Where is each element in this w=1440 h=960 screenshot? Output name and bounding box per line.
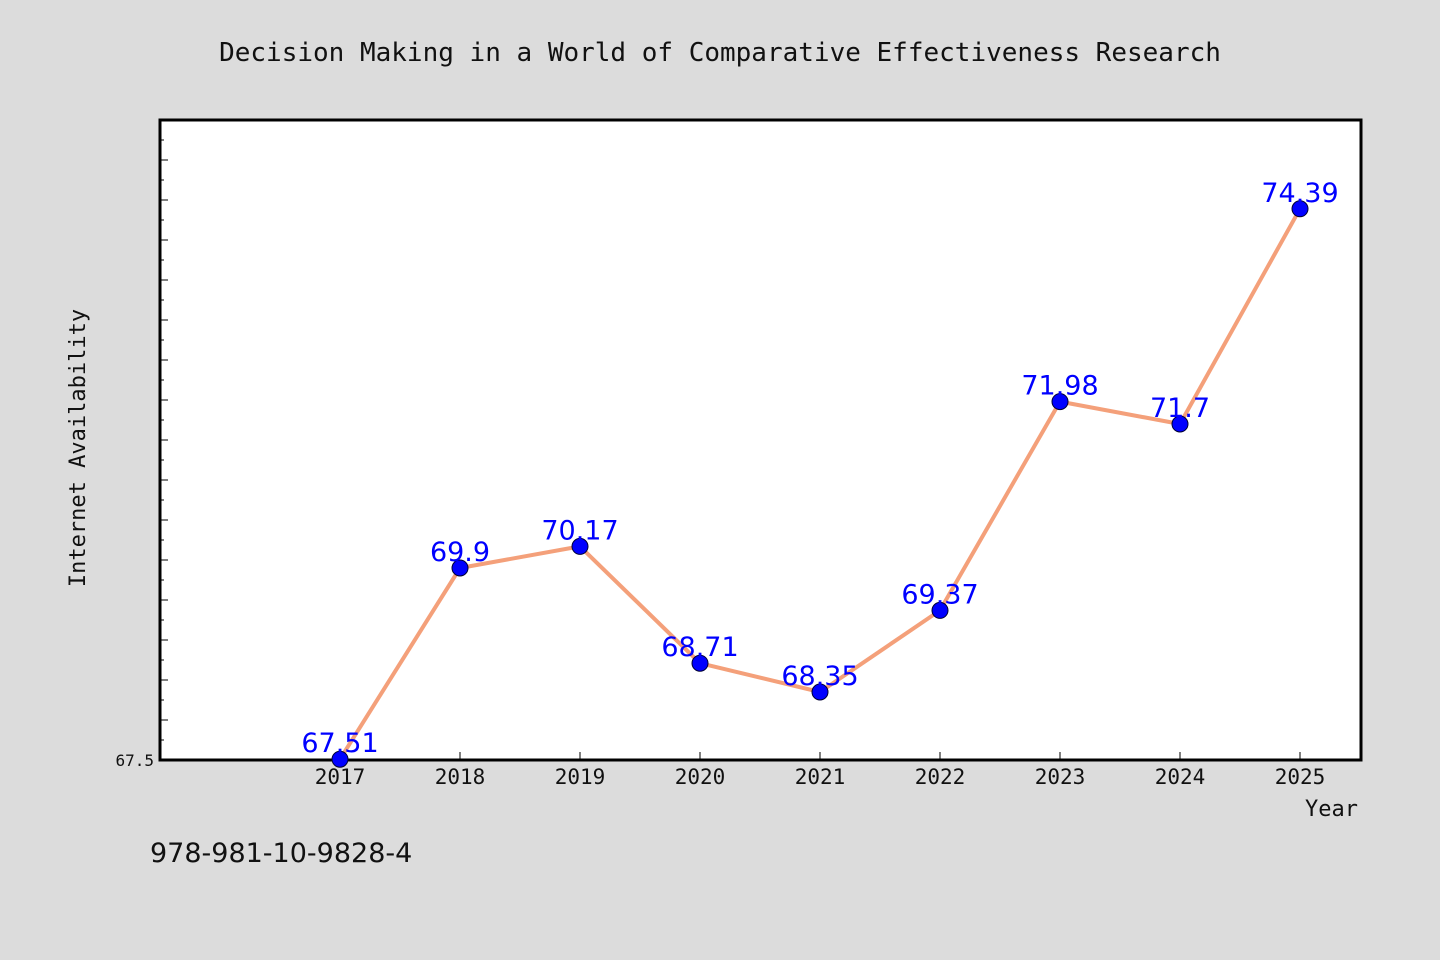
data-label: 74.39	[1261, 178, 1338, 209]
data-label: 70.17	[541, 515, 618, 546]
data-label: 69.9	[430, 537, 490, 568]
data-label: 71.98	[1021, 371, 1098, 402]
data-point	[691, 654, 709, 672]
data-point	[331, 750, 349, 768]
data-label: 68.35	[781, 661, 858, 692]
x-tick-label: 2018	[435, 765, 486, 789]
footnote: 978-981-10-9828-4	[150, 838, 412, 869]
data-point	[451, 559, 469, 577]
chart-title: Decision Making in a World of Comparativ…	[219, 38, 1221, 68]
x-tick-label: 2023	[1035, 765, 1086, 789]
data-point	[1291, 200, 1309, 218]
data-point	[571, 537, 589, 555]
data-label: 68.71	[661, 632, 738, 663]
data-label: 69.37	[901, 579, 978, 610]
data-point	[931, 601, 949, 619]
y-tick-label-min: 67.5	[115, 751, 154, 770]
data-point	[811, 683, 829, 701]
x-tick-label: 2025	[1275, 765, 1326, 789]
data-point	[1051, 393, 1069, 411]
data-point	[1171, 415, 1189, 433]
x-axis-label: Year	[1305, 797, 1358, 822]
series-layer: 67.51 69.9 70.17 68.71 68.35 69.37 71.98 71.7 74…	[301, 178, 1339, 768]
plot-area	[158, 118, 1363, 762]
x-tick-label: 2019	[555, 765, 606, 789]
data-label: 71.7	[1150, 393, 1210, 424]
data-label: 67.51	[301, 728, 378, 759]
x-tick-label: 2024	[1155, 765, 1206, 789]
x-axis-ticks: 2017 2018 2019 2020 2021 2022 2023 2024 2025	[315, 752, 1326, 789]
y-axis-label: Internet Availability	[66, 309, 91, 587]
x-tick-label: 2021	[795, 765, 846, 789]
x-tick-label: 2020	[675, 765, 726, 789]
x-tick-label: 2022	[915, 765, 966, 789]
x-tick-label: 2017	[315, 765, 366, 789]
y-axis-ticks	[160, 119, 168, 761]
